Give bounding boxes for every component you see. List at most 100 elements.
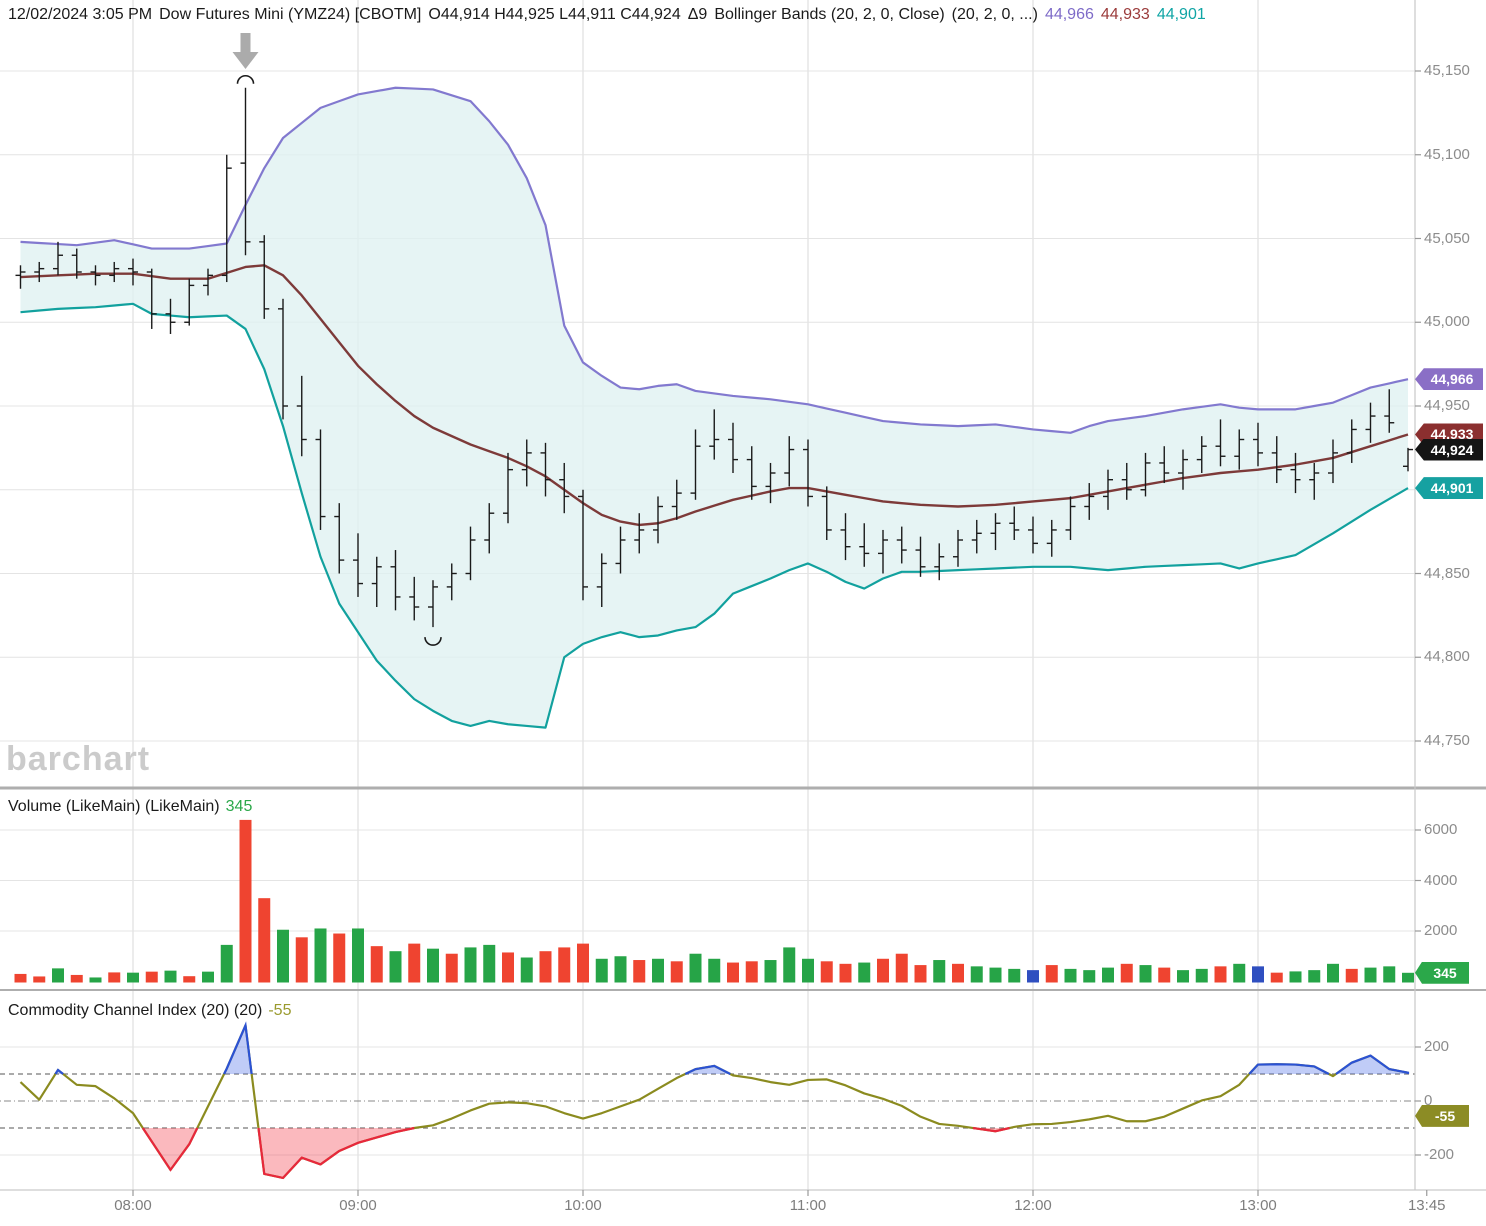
cci-axis-label: 0	[1424, 1092, 1433, 1109]
ohlc-bar	[371, 556, 382, 607]
volume-bar	[1214, 966, 1227, 983]
volume-bar	[595, 958, 608, 983]
ohlc-bar	[1328, 439, 1338, 484]
time-axis-label: 10:00	[564, 1197, 602, 1214]
ohlc-bar	[465, 526, 476, 581]
volume-bar	[989, 967, 1002, 983]
ohlc-bar	[784, 436, 795, 487]
time-axis-label: 09:00	[339, 1197, 377, 1214]
ohlc-bar	[971, 519, 982, 554]
ohlc-bar	[690, 429, 701, 500]
header-band-values: 44,966 44,933 44,901	[1045, 6, 1213, 23]
volume-bar	[277, 929, 289, 983]
volume-bar	[539, 951, 552, 983]
volume-bar	[1402, 972, 1414, 983]
volume-bar	[1289, 971, 1302, 983]
volume-bar	[1120, 963, 1133, 983]
volume-bar	[502, 952, 514, 983]
volume-bar	[408, 943, 421, 983]
volume-bar	[858, 962, 871, 983]
ohlc-bar	[1346, 419, 1357, 463]
cci-line-oversold	[257, 1126, 415, 1180]
volume-bar	[727, 962, 739, 983]
ohlc-bar	[1365, 402, 1376, 443]
ohlc-bar	[503, 452, 513, 524]
volume-bar	[427, 948, 439, 983]
ohlc-bar	[90, 265, 101, 286]
cci-line-overbought	[54, 1068, 64, 1075]
ohlc-bar	[1046, 519, 1057, 557]
volume-bar	[895, 953, 908, 983]
ohlc-bar	[1065, 496, 1076, 540]
volume-bar	[1139, 965, 1152, 983]
ohlc-bar	[71, 248, 82, 279]
ohlc-bar	[896, 526, 907, 564]
volume-bar	[1102, 967, 1114, 983]
price-axis-label: 45,100	[1424, 145, 1470, 163]
volume-bar	[670, 961, 683, 983]
ohlc-bar	[53, 241, 63, 276]
ohlc-bar	[259, 235, 270, 319]
bollinger-upper-band	[20, 86, 1409, 434]
ohlc-bar	[1309, 462, 1320, 500]
volume-bar	[202, 971, 214, 983]
volume-bar	[1308, 970, 1321, 983]
volume-bar	[633, 960, 646, 983]
ohlc-bar	[1196, 436, 1207, 473]
ohlc-bar	[746, 446, 757, 500]
volume-current-value: 345	[225, 798, 253, 815]
header-study-params: (20, 2, 0, ...)	[951, 6, 1038, 23]
volume-bar	[145, 971, 158, 983]
cci-label: Commodity Channel Index (20) (20)	[8, 1002, 263, 1019]
ohlc-bar	[1403, 447, 1413, 472]
volume-bar	[295, 937, 308, 983]
volume-bar	[1233, 963, 1246, 983]
ohlc-bar	[840, 513, 851, 561]
volume-bar	[164, 970, 177, 983]
cci-line-overbought	[1335, 1054, 1410, 1075]
ohlc-bar	[128, 258, 138, 286]
header-datetime: 12/02/2024 3:05 PM	[8, 6, 153, 23]
ohlc-bar	[34, 261, 45, 283]
time-axis-label: 13:00	[1239, 1197, 1277, 1214]
volume-bar	[1270, 972, 1283, 983]
volume-bar	[877, 958, 889, 983]
bollinger-fill	[20, 87, 1408, 728]
header-study: Bollinger Bands (20, 2, 0, Close)	[714, 6, 945, 23]
cci-line-overbought	[684, 1064, 731, 1075]
value-tag: -55	[1415, 1104, 1469, 1127]
price-axis-label: 44,850	[1424, 564, 1470, 582]
volume-bar	[1158, 967, 1171, 983]
volume-bar	[389, 951, 402, 983]
cci-overbought-fill	[1249, 1064, 1329, 1074]
ohlc-bar	[1084, 483, 1095, 520]
price-axis-label: 45,050	[1424, 229, 1470, 247]
ohlc-bar	[1215, 419, 1226, 467]
volume-bar	[14, 973, 27, 983]
ohlc-bar	[296, 375, 307, 457]
ohlc-bar	[615, 526, 626, 574]
ohlc-bar	[240, 87, 251, 256]
barchart-watermark: barchart	[6, 740, 151, 778]
cci-overbought-fill	[224, 1025, 252, 1074]
volume-bar	[445, 953, 458, 983]
ohlc-bar	[559, 462, 570, 514]
header-band-value: 44,966	[1044, 6, 1094, 23]
ohlc-bar	[915, 536, 926, 577]
value-tag: 44,901	[1415, 477, 1483, 500]
volume-bar	[220, 944, 233, 983]
ohlc-bar	[1140, 452, 1151, 497]
volume-bar	[1177, 970, 1189, 983]
volume-bar	[689, 953, 702, 983]
ohlc-bar	[446, 563, 457, 601]
ohlc-bar	[109, 261, 120, 283]
volume-bar	[1195, 968, 1208, 983]
volume-bar	[89, 977, 102, 983]
ohlc-bar	[390, 550, 401, 611]
ohlc-bar	[484, 503, 495, 554]
ohlc-bar	[578, 489, 588, 601]
cci-line-oversold	[141, 1127, 199, 1172]
volume-panel-label: Volume (LikeMain) (LikeMain) 345	[8, 798, 258, 816]
ohlc-bar	[1103, 469, 1113, 510]
